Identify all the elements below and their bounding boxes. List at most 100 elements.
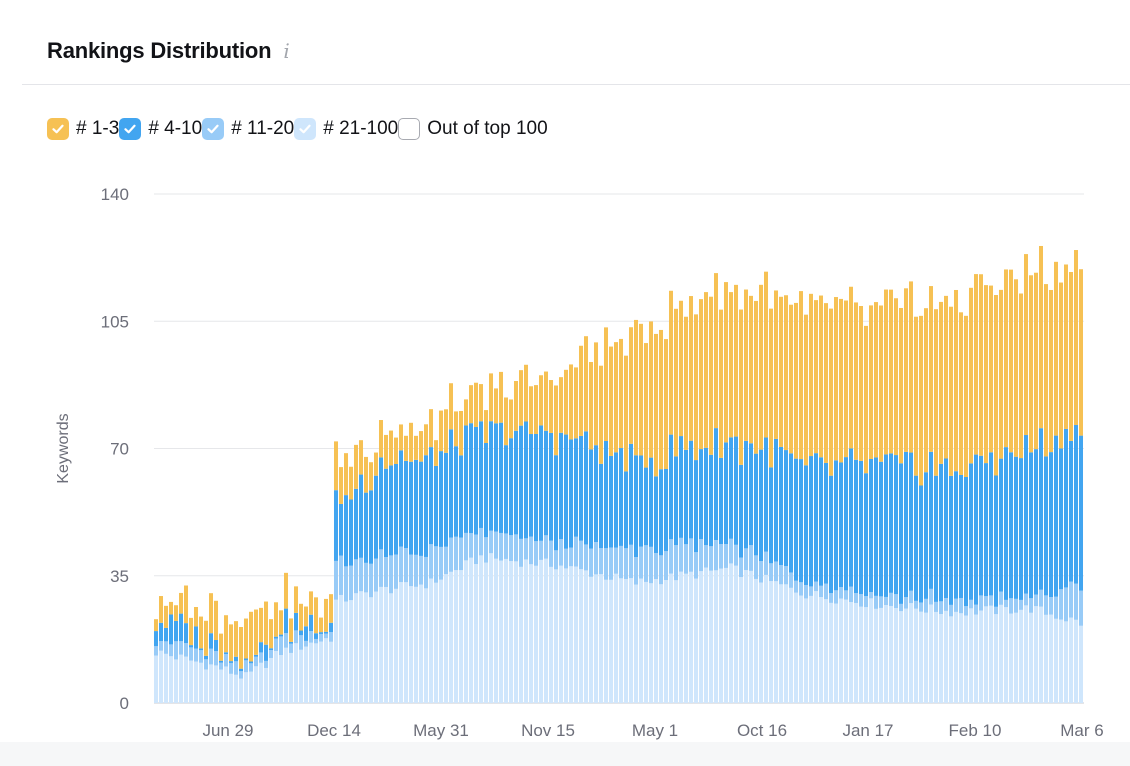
bar-segment xyxy=(1009,613,1013,703)
bar-segment xyxy=(909,281,913,453)
bar-segment xyxy=(714,273,718,429)
bar-segment xyxy=(1034,449,1038,595)
bar-segment xyxy=(1014,612,1018,703)
bar-segment xyxy=(479,555,483,703)
bar-segment xyxy=(414,459,418,555)
legend-item-0[interactable]: # 1-3 xyxy=(47,118,119,140)
legend-checkbox-2[interactable] xyxy=(202,118,225,140)
bar-segment xyxy=(164,653,168,703)
bar-segment xyxy=(659,555,663,585)
bar-segment xyxy=(374,452,378,476)
bar-segment xyxy=(409,461,413,555)
bar-segment xyxy=(294,630,298,644)
legend-item-2[interactable]: # 11-20 xyxy=(202,118,294,140)
bar-segment xyxy=(699,539,703,572)
bar-segment xyxy=(769,467,773,564)
bar-segment xyxy=(459,410,463,456)
bar-segment xyxy=(514,381,518,431)
bar-segment xyxy=(414,435,418,460)
bar-segment xyxy=(154,655,158,703)
bar-segment xyxy=(729,538,733,564)
bar-segment xyxy=(989,285,993,453)
legend-checkbox-3[interactable] xyxy=(294,118,317,140)
bar-segment xyxy=(944,598,948,611)
bar-segment xyxy=(419,461,423,556)
bar-segment xyxy=(309,642,313,703)
bar-segment xyxy=(704,567,708,703)
bar-segment xyxy=(449,571,453,703)
bar-segment xyxy=(334,441,338,491)
bar-segment xyxy=(259,642,263,653)
bar-segment xyxy=(644,467,648,546)
legend-item-3[interactable]: # 21-100 xyxy=(294,118,398,140)
bar-segment xyxy=(489,421,493,531)
bar-segment xyxy=(444,452,448,547)
bar-segment xyxy=(954,289,958,472)
bar-segment xyxy=(384,557,388,587)
bar-segment xyxy=(424,588,428,703)
bar-segment xyxy=(529,564,533,703)
bar-segment xyxy=(224,666,228,703)
bar-segment xyxy=(784,450,788,567)
bar-segment xyxy=(969,599,973,609)
bar-segment xyxy=(509,535,513,562)
bar-segment xyxy=(414,586,418,703)
bar-segment xyxy=(429,447,433,545)
bar-segment xyxy=(499,532,503,561)
legend-item-4[interactable]: Out of top 100 xyxy=(398,118,548,140)
bar-segment xyxy=(244,618,248,659)
bar-segment xyxy=(1069,617,1073,703)
bar-segment xyxy=(1034,594,1038,607)
bar-segment xyxy=(234,656,238,662)
bar-segment xyxy=(739,577,743,703)
bar-segment xyxy=(619,448,623,546)
bar-segment xyxy=(654,578,658,703)
bar-segment xyxy=(594,542,598,575)
bar-segment xyxy=(249,661,253,664)
bar-segment xyxy=(449,429,453,538)
bar-segment xyxy=(684,573,688,703)
bar-segment xyxy=(694,314,698,461)
chart-legend: # 1-3 # 4-10 # 11-20 # 21-100 Out of top 100 xyxy=(47,118,548,140)
bar-segment xyxy=(889,289,893,454)
bar-segment xyxy=(534,433,538,542)
bar-segment xyxy=(1074,424,1078,584)
bar-segment xyxy=(634,455,638,558)
bar-segment xyxy=(229,661,233,663)
legend-checkbox-1[interactable] xyxy=(119,118,142,140)
y-tick-label: 0 xyxy=(120,694,129,713)
info-icon[interactable]: i xyxy=(283,39,290,63)
bar-segment xyxy=(369,597,373,703)
bar-segment xyxy=(519,425,523,539)
bar-segment xyxy=(464,532,468,561)
bar-segment xyxy=(439,546,443,580)
bar-segment xyxy=(669,573,673,703)
bar-segment xyxy=(829,602,833,703)
bar-segment xyxy=(729,437,733,539)
bar-segment xyxy=(809,293,813,457)
bar-segment xyxy=(1014,456,1018,599)
bar-segment xyxy=(489,530,493,554)
bar-segment xyxy=(754,555,758,579)
bar-segment xyxy=(279,610,283,635)
bar-segment xyxy=(759,284,763,450)
bar-segment xyxy=(494,423,498,532)
bar-segment xyxy=(609,579,613,703)
bar-segment xyxy=(154,619,158,632)
bar-segment xyxy=(204,620,208,656)
legend-checkbox-4[interactable] xyxy=(398,118,421,140)
legend-checkbox-0[interactable] xyxy=(47,118,69,140)
bar-segment xyxy=(804,314,808,466)
bar-segment xyxy=(444,574,448,703)
legend-item-1[interactable]: # 4-10 xyxy=(119,118,202,140)
bar-segment xyxy=(369,462,373,491)
bar-segment xyxy=(744,570,748,703)
bar-segment xyxy=(454,411,458,447)
bar-segment xyxy=(549,566,553,703)
bar-segment xyxy=(764,271,768,438)
bar-segment xyxy=(444,409,448,453)
bar-segment xyxy=(699,299,703,450)
bar-segment xyxy=(424,455,428,557)
bar-segment xyxy=(459,537,463,571)
bar-segment xyxy=(399,424,403,451)
